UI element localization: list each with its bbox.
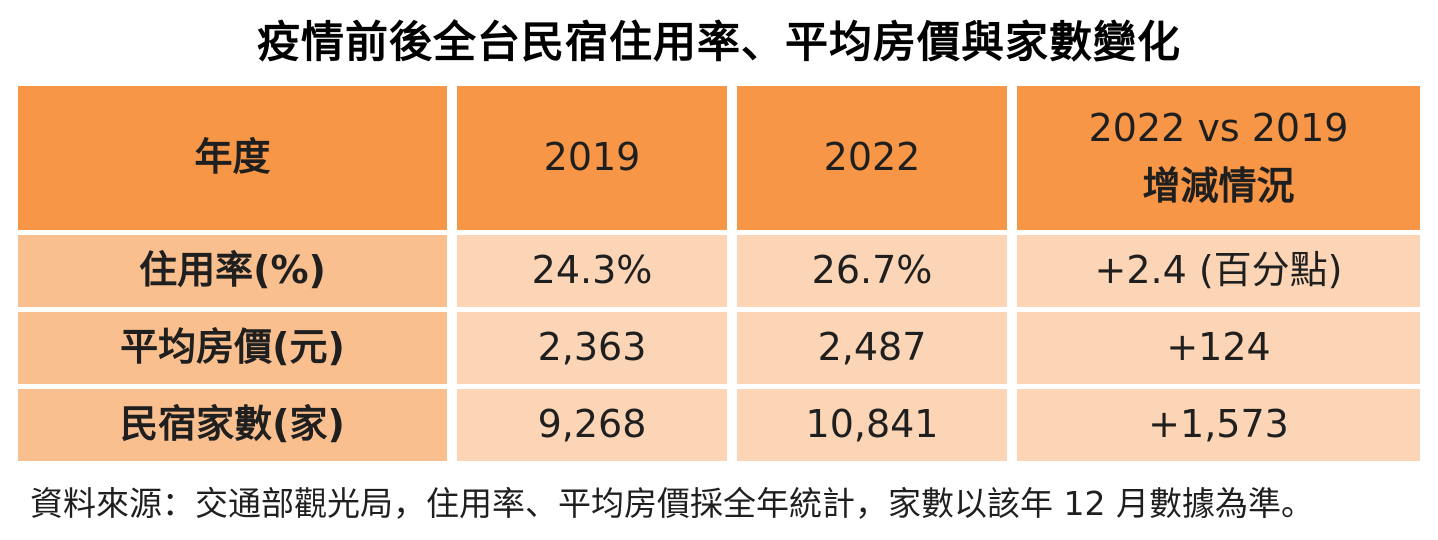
occupancy-2019-value: 24.3% bbox=[457, 234, 727, 307]
stat-table: 年度 2019 2022 2022 vs 2019 增減情況 住用率(%) 24… bbox=[18, 85, 1420, 461]
page-title: 疫情前後全台民宿住用率、平均房價與家數變化 bbox=[257, 18, 1181, 68]
header-delta-line1: 2022 vs 2019 bbox=[1088, 106, 1349, 151]
bnb-count-2022-value: 10,841 bbox=[737, 388, 1007, 461]
row-label-bnb-count: 民宿家數(家) bbox=[18, 388, 447, 461]
row-label-occupancy: 住用率(%) bbox=[18, 234, 447, 307]
header-cell-2022: 2022 bbox=[737, 85, 1007, 230]
header-cell-year: 年度 bbox=[18, 85, 447, 230]
row-label-avg-price: 平均房價(元) bbox=[18, 311, 447, 384]
source-note: 資料來源：交通部觀光局，住用率、平均房價採全年統計，家數以該年 12 月數據為準… bbox=[30, 483, 1314, 523]
bnb-count-delta-value: +1,573 bbox=[1017, 388, 1420, 461]
avg-price-2022-value: 2,487 bbox=[737, 311, 1007, 384]
occupancy-2022-value: 26.7% bbox=[737, 234, 1007, 307]
avg-price-2019-value: 2,363 bbox=[457, 311, 727, 384]
header-cell-2019: 2019 bbox=[457, 85, 727, 230]
header-cell-delta: 2022 vs 2019 增減情況 bbox=[1017, 85, 1420, 230]
avg-price-delta-value: +124 bbox=[1017, 311, 1420, 384]
bnb-count-2019-value: 9,268 bbox=[457, 388, 727, 461]
occupancy-delta-value: +2.4 (百分點) bbox=[1017, 234, 1420, 307]
header-delta-line2: 增減情況 bbox=[1142, 163, 1295, 208]
